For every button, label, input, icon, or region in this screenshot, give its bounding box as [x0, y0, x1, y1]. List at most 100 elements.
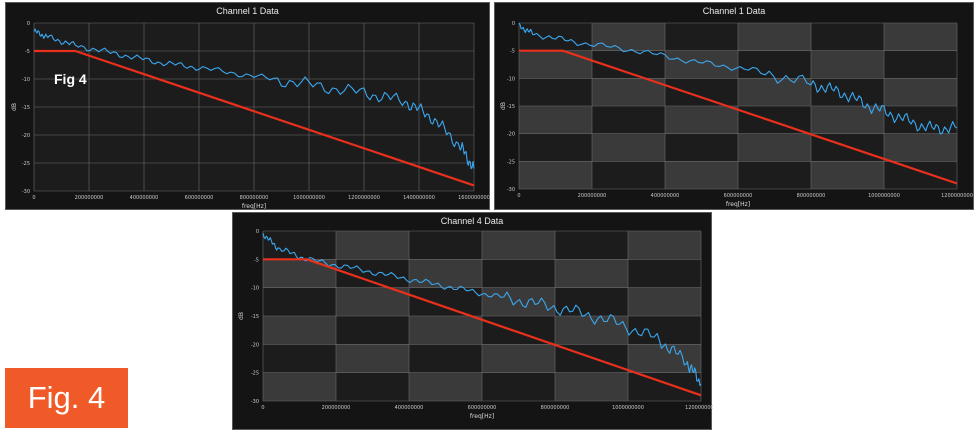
x-tick-label: 400000000: [130, 195, 159, 201]
grid-cell: [665, 161, 738, 189]
y-tick-label: 0: [27, 21, 30, 27]
grid-cell: [628, 259, 701, 288]
chart-plot: 0 200000000 400000000 600000000 800000000 100…: [500, 21, 973, 208]
chart-plot: 0 200000000 400000000 600000000 800000000 100…: [238, 229, 713, 420]
grid-cell: [592, 133, 665, 162]
chart-panel-channel-1-left: Channel 1 Data 0 200000000 400000000 600000…: [5, 2, 490, 210]
grid-cell: [811, 78, 884, 106]
grid-cell: [884, 50, 957, 79]
grid-cell: [263, 259, 336, 288]
x-tick-label: 1200000000: [348, 195, 380, 201]
x-tick-label: 600000000: [468, 405, 497, 411]
y-tick-label: -15: [22, 105, 30, 111]
chart-panel-channel-4: Channel 4 Data 0 200000000 400000000 600000…: [232, 212, 713, 430]
grid-cell: [738, 23, 811, 51]
x-tick-label: 800000000: [797, 193, 826, 199]
grid-cell: [811, 106, 884, 134]
grid-cell: [884, 23, 957, 51]
grid-cell: [144, 135, 199, 163]
x-tick-label: 1000000000: [612, 405, 644, 411]
chart-panel-channel-1-right: Channel 1 Data 0 200000000 400000000 600000…: [494, 2, 974, 210]
grid-cell: [555, 287, 628, 316]
grid-cell: [592, 106, 665, 134]
grid-cell: [811, 50, 884, 79]
x-tick-label: 1000000000: [293, 195, 325, 201]
grid-cell: [482, 259, 555, 288]
chart-title: Channel 4 Data: [440, 216, 504, 226]
grid-cell: [419, 79, 474, 107]
grid-cell: [34, 163, 89, 191]
y-tick-label: -20: [22, 133, 30, 139]
y-tick-label: -20: [507, 132, 515, 138]
figure-badge: Fig. 4: [5, 368, 128, 428]
y-axis-label: dB: [11, 103, 18, 111]
grid-cell: [555, 316, 628, 345]
x-axis-label: freq[Hz]: [470, 413, 494, 420]
y-tick-label: -20: [251, 342, 259, 348]
grid-cell: [34, 107, 89, 135]
x-tick-label: 400000000: [651, 193, 680, 199]
x-tick-label: 400000000: [395, 405, 424, 411]
grid-cell: [309, 79, 364, 107]
grid-cell: [199, 107, 254, 135]
grid-cell: [336, 231, 409, 260]
y-tick-label: -10: [251, 286, 259, 292]
x-tick-label: 0: [261, 405, 264, 411]
y-tick-label: -10: [22, 77, 30, 83]
grid-cell: [628, 316, 701, 345]
y-tick-label: -10: [507, 76, 515, 82]
grid-cell: [34, 135, 89, 163]
grid-cell: [555, 231, 628, 260]
x-tick-label: 800000000: [240, 195, 269, 201]
x-axis-label: freq[Hz]: [726, 201, 750, 208]
grid-cell: [519, 78, 592, 106]
y-tick-label: -25: [251, 371, 259, 377]
grid-cell: [665, 23, 738, 51]
grid-cell: [555, 372, 628, 401]
grid-cell: [419, 51, 474, 79]
x-tick-label: 200000000: [322, 405, 351, 411]
grid-cell: [263, 344, 336, 373]
grid-cell: [199, 23, 254, 51]
grid-cell: [34, 79, 89, 107]
x-tick-label: 600000000: [185, 195, 214, 201]
grid-cell: [482, 231, 555, 260]
x-axis-label: freq[Hz]: [242, 203, 266, 210]
y-tick-label: -5: [254, 257, 259, 263]
grid-cell: [519, 106, 592, 134]
grid-cell: [254, 23, 309, 51]
grid-cell: [254, 135, 309, 163]
grid-cell: [263, 287, 336, 316]
grid-cell: [519, 133, 592, 162]
grid-cell: [309, 163, 364, 191]
x-tick-label: 800000000: [541, 405, 570, 411]
x-tick-label: 200000000: [578, 193, 607, 199]
grid-cell: [419, 23, 474, 51]
grid-cell: [665, 133, 738, 162]
grid-cell: [665, 50, 738, 79]
series-line-measured: [262, 232, 702, 387]
x-tick-label: 1600000000: [458, 195, 490, 201]
grid-cell: [628, 231, 701, 260]
grid-cell: [811, 23, 884, 51]
grid-cell: [811, 161, 884, 189]
grid-cell: [592, 78, 665, 106]
grid-cell: [409, 344, 482, 373]
grid-cell: [665, 78, 738, 106]
grid-cell: [419, 135, 474, 163]
grid-cell: [738, 50, 811, 79]
x-tick-label: 200000000: [75, 195, 104, 201]
y-tick-label: -25: [22, 161, 30, 167]
series-line-limit: [34, 49, 475, 187]
grid-cell: [419, 107, 474, 135]
grid-cell: [144, 23, 199, 51]
grid-cell: [364, 79, 419, 107]
grid-cell: [555, 259, 628, 288]
series-line-limit: [263, 258, 702, 397]
x-tick-label: 1000000000: [868, 193, 900, 199]
grid-cell: [336, 372, 409, 401]
series-line-measured: [518, 22, 958, 135]
grid-cell: [254, 51, 309, 79]
grid-cell: [309, 107, 364, 135]
chart-title: Channel 1 Data: [702, 6, 766, 16]
